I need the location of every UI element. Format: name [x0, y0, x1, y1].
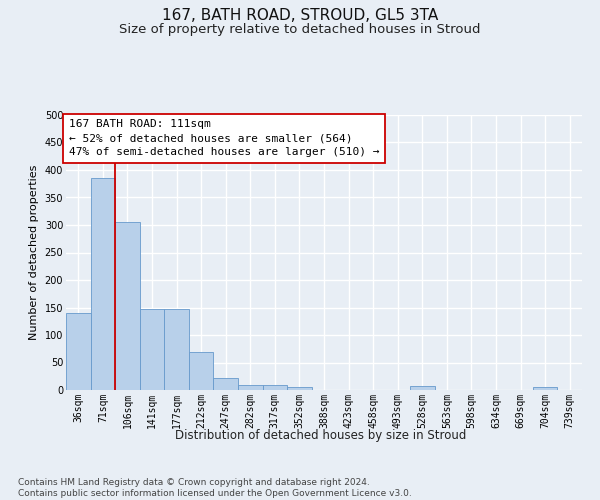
Bar: [238, 384, 263, 390]
Text: Distribution of detached houses by size in Stroud: Distribution of detached houses by size …: [175, 430, 467, 442]
Text: 167 BATH ROAD: 111sqm
← 52% of detached houses are smaller (564)
47% of semi-det: 167 BATH ROAD: 111sqm ← 52% of detached …: [68, 119, 379, 157]
Bar: [66, 313, 91, 390]
Bar: [115, 222, 140, 390]
Bar: [91, 178, 115, 390]
Bar: [287, 387, 312, 390]
Bar: [164, 308, 189, 390]
Text: 167, BATH ROAD, STROUD, GL5 3TA: 167, BATH ROAD, STROUD, GL5 3TA: [162, 8, 438, 22]
Y-axis label: Number of detached properties: Number of detached properties: [29, 165, 39, 340]
Bar: [533, 387, 557, 390]
Text: Size of property relative to detached houses in Stroud: Size of property relative to detached ho…: [119, 22, 481, 36]
Text: Contains HM Land Registry data © Crown copyright and database right 2024.
Contai: Contains HM Land Registry data © Crown c…: [18, 478, 412, 498]
Bar: [140, 308, 164, 390]
Bar: [263, 384, 287, 390]
Bar: [410, 386, 434, 390]
Bar: [189, 352, 214, 390]
Bar: [214, 378, 238, 390]
